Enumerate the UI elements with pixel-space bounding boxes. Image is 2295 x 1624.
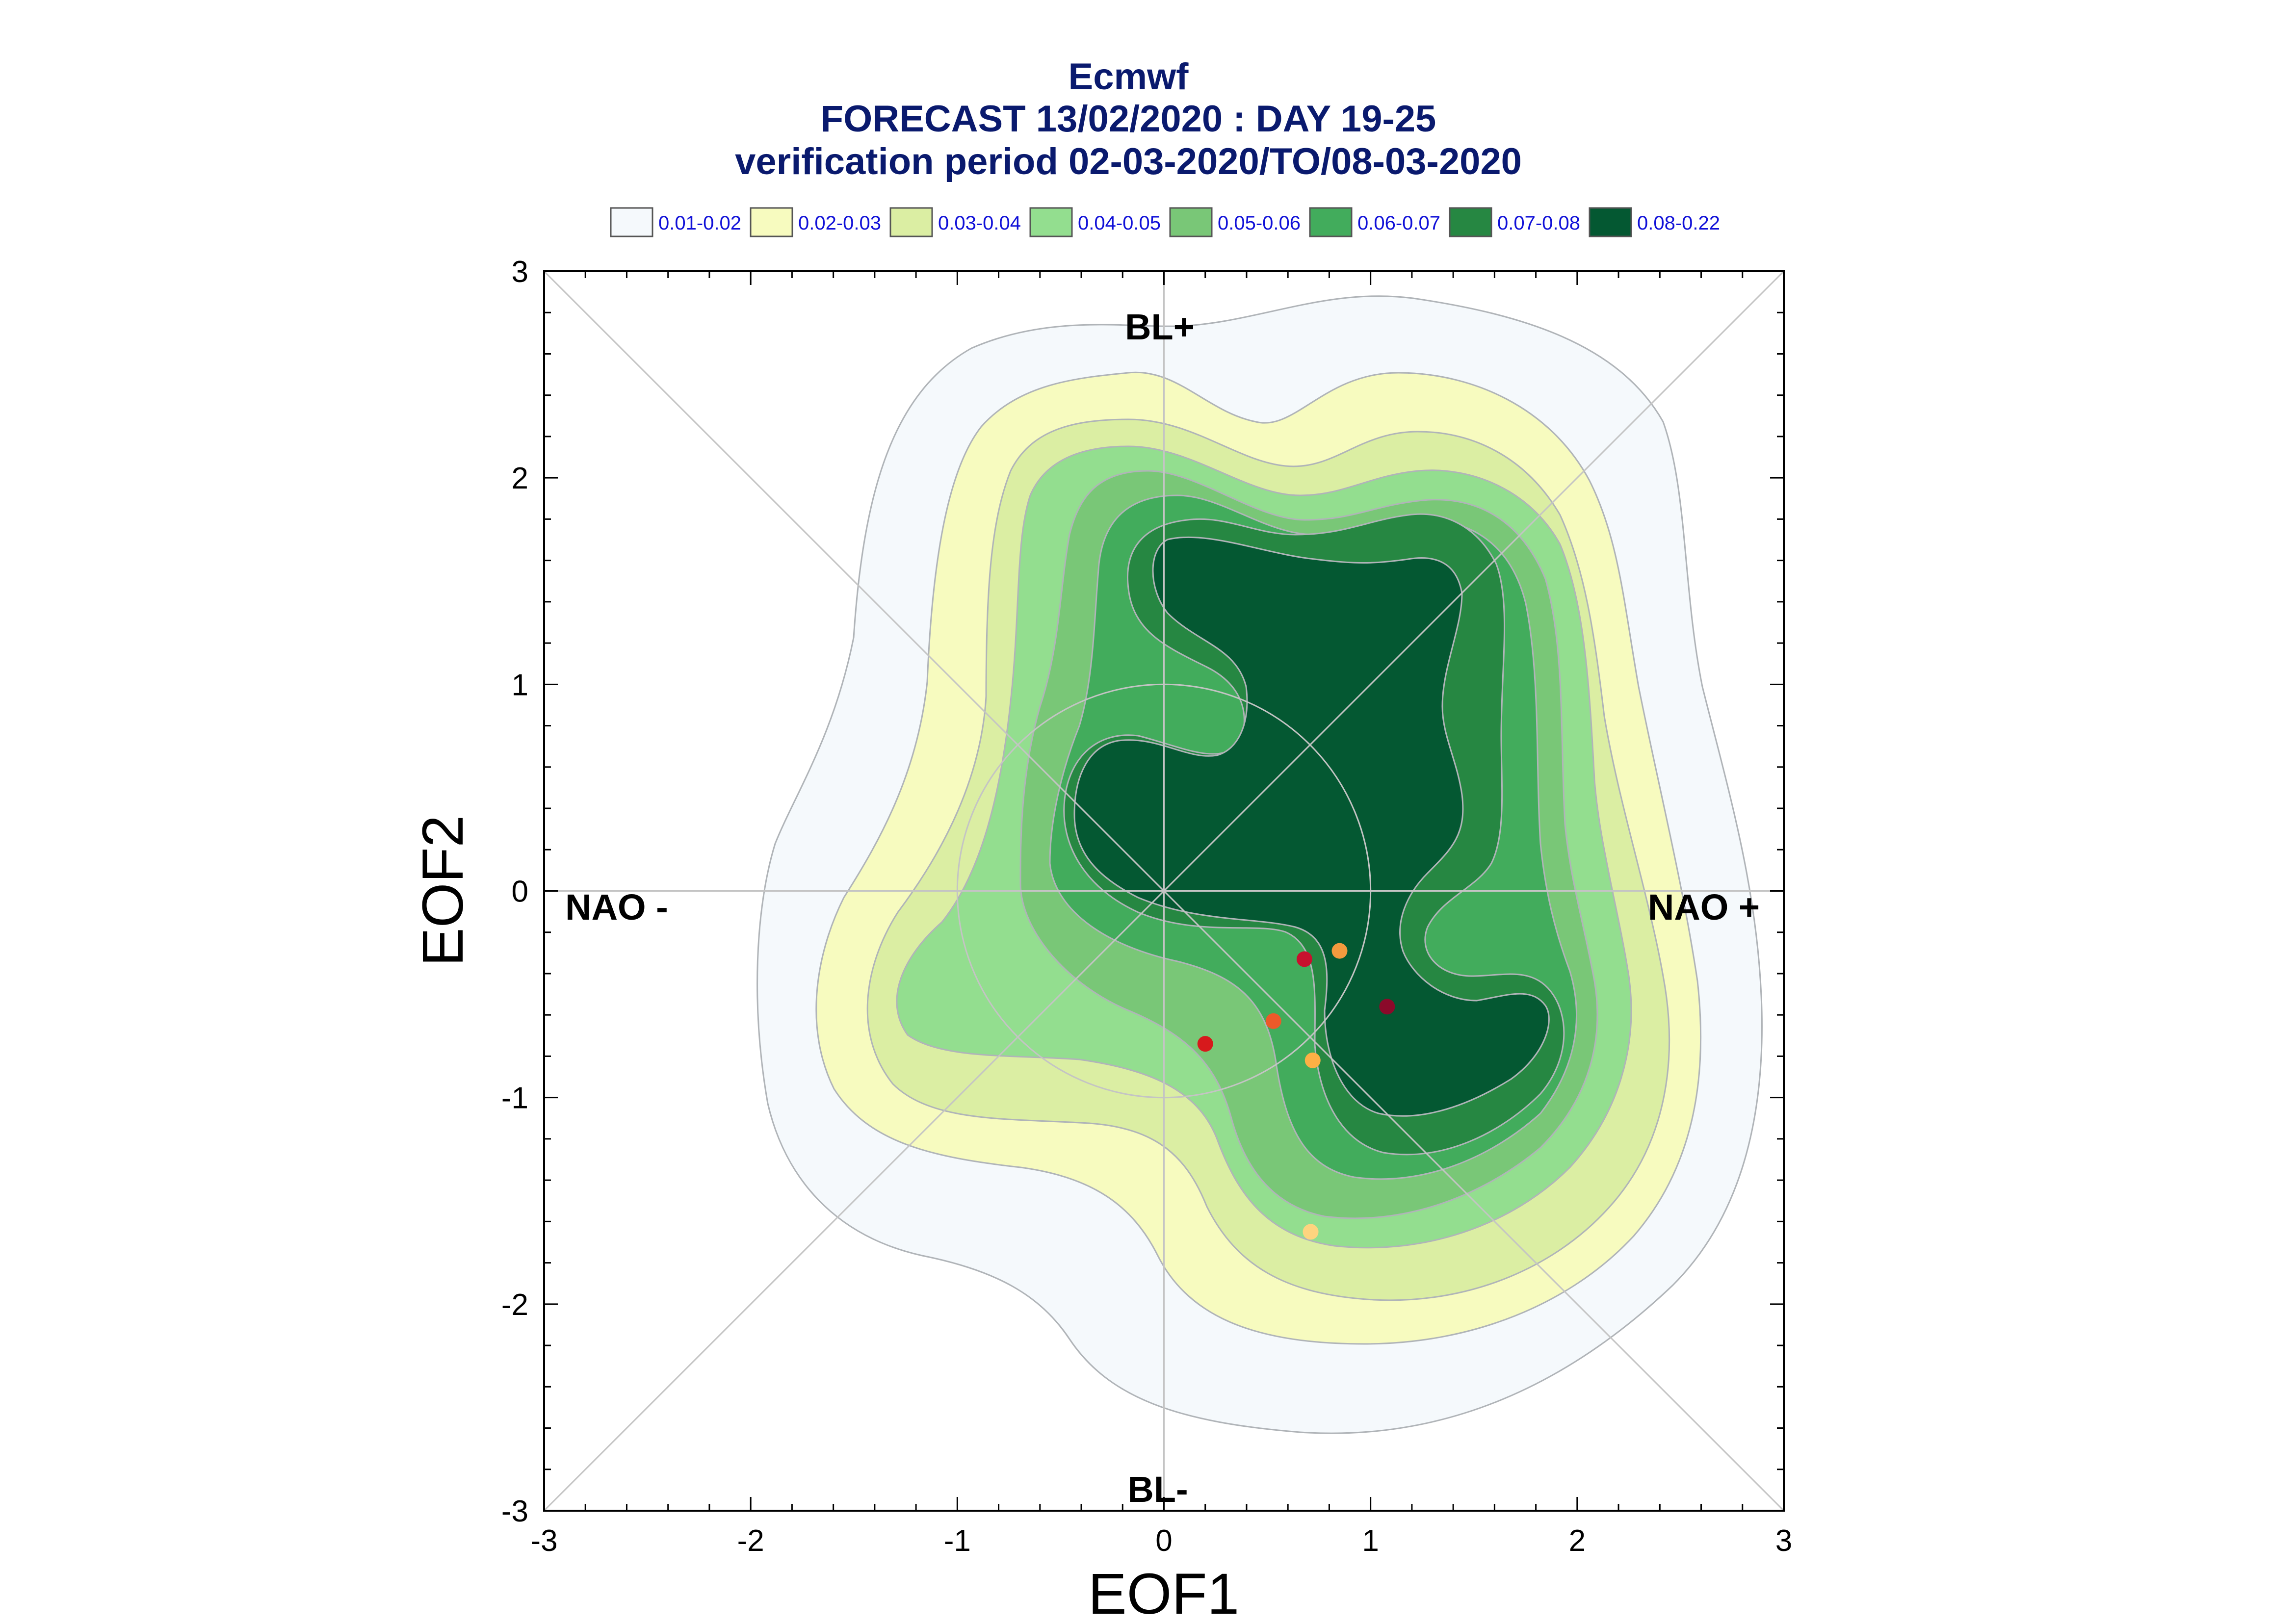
legend-swatch [1309, 207, 1353, 237]
legend: 0.01-0.02 0.02-0.03 0.03-0.04 0.04-0.05 0.05… [610, 207, 1720, 237]
legend-label: 0.04-0.05 [1078, 212, 1161, 234]
y-tick-label: 2 [512, 462, 528, 495]
legend-label: 0.05-0.06 [1218, 212, 1301, 234]
x-tick-label: 1 [1362, 1524, 1379, 1558]
data-point [1331, 943, 1348, 959]
x-tick-label: 0 [1155, 1524, 1172, 1558]
regime-label-right: NAO + [1648, 887, 1760, 928]
tick-labels: -3 -2 -1 0 1 2 3 -3 -2 -1 0 1 2 3 [501, 255, 1792, 1558]
legend-label: 0.03-0.04 [938, 212, 1021, 234]
data-point [1296, 951, 1312, 967]
data-point [1197, 1036, 1213, 1052]
data-point [1304, 1052, 1321, 1068]
legend-label: 0.01-0.02 [658, 212, 741, 234]
legend-swatch [1589, 207, 1632, 237]
regime-label-top: BL+ [1125, 307, 1195, 347]
y-tick-label: 0 [512, 875, 528, 909]
x-axis-title: EOF1 [1088, 1562, 1239, 1624]
legend-swatch [889, 207, 933, 237]
x-tick-label: -1 [944, 1524, 971, 1558]
legend-swatch [1029, 207, 1073, 237]
legend-swatch [610, 207, 653, 237]
chart-subtitle-forecast: FORECAST 13/02/2020 : DAY 19-25 [821, 98, 1436, 140]
regime-label-left: NAO - [565, 887, 668, 928]
chart-title: Ecmwf [1069, 56, 1189, 98]
legend-label: 0.02-0.03 [798, 212, 881, 234]
legend-label: 0.06-0.07 [1357, 212, 1440, 234]
scatter-points [1197, 943, 1395, 1240]
legend-swatch [1449, 207, 1492, 237]
x-tick-label: -2 [737, 1524, 764, 1558]
density-band-0.08-0.22 [1073, 536, 1550, 1117]
plot-area: -3 -2 -1 0 1 2 3 -3 -2 -1 0 1 2 3 [501, 255, 1792, 1558]
y-tick-label: -2 [501, 1288, 528, 1322]
legend-swatch [1169, 207, 1213, 237]
x-tick-label: -3 [530, 1524, 557, 1558]
regime-label-bottom: BL- [1127, 1469, 1188, 1510]
y-tick-label: -1 [501, 1082, 528, 1115]
legend-label: 0.08-0.22 [1637, 212, 1720, 234]
legend-swatch [750, 207, 793, 237]
data-point [1265, 1013, 1281, 1029]
y-axis-title: EOF2 [411, 815, 475, 966]
x-tick-label: 2 [1569, 1524, 1586, 1558]
chart-subtitle-verification: verification period 02-03-2020/TO/08-03-… [735, 141, 1522, 182]
y-tick-label: 1 [512, 668, 528, 702]
data-point [1303, 1224, 1319, 1240]
reference-lines [543, 270, 1785, 1512]
axis-ticks [543, 270, 1785, 1512]
y-tick-label: 3 [512, 255, 528, 289]
y-tick-label: -3 [501, 1495, 528, 1528]
data-point [1379, 999, 1395, 1015]
unit-circle [956, 683, 1372, 1099]
x-tick-label: 3 [1775, 1524, 1792, 1558]
legend-label: 0.07-0.08 [1497, 212, 1580, 234]
